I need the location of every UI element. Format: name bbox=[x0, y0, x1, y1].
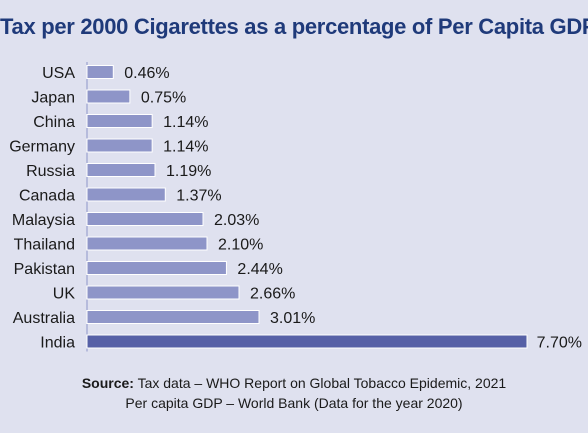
value-label: 2.44% bbox=[237, 261, 282, 278]
category-label: Australia bbox=[13, 310, 75, 327]
category-label: UK bbox=[53, 286, 76, 303]
value-label: 2.10% bbox=[218, 237, 263, 254]
bar bbox=[86, 236, 208, 251]
bar bbox=[86, 114, 153, 128]
value-label: 1.14% bbox=[163, 139, 208, 156]
bar bbox=[86, 334, 528, 349]
value-label: 0.75% bbox=[141, 90, 186, 107]
bar bbox=[86, 138, 153, 153]
bar bbox=[86, 89, 131, 104]
bar bbox=[86, 163, 156, 177]
value-label: 1.19% bbox=[166, 163, 211, 180]
chart-title: Tax per 2000 Cigarettes as a percentage … bbox=[0, 14, 588, 39]
category-label: India bbox=[40, 335, 75, 352]
bar bbox=[86, 212, 204, 226]
bar bbox=[86, 285, 240, 300]
value-label: 2.66% bbox=[250, 286, 295, 303]
value-label: 7.70% bbox=[537, 335, 582, 352]
bar bbox=[86, 187, 166, 202]
category-label: Thailand bbox=[14, 237, 75, 254]
value-label: 3.01% bbox=[270, 310, 315, 327]
bar bbox=[86, 261, 227, 275]
category-label: China bbox=[33, 114, 75, 131]
category-label: Germany bbox=[9, 139, 75, 156]
category-label: Canada bbox=[19, 188, 75, 205]
source-line-2: Per capita GDP – World Bank (Data for th… bbox=[125, 395, 463, 411]
category-label: Japan bbox=[31, 90, 75, 107]
source-label: Source: bbox=[81, 375, 134, 391]
source-line-1: Source: Tax data – WHO Report on Global … bbox=[0, 375, 588, 391]
value-label: 0.46% bbox=[124, 65, 169, 82]
category-label: Russia bbox=[26, 163, 75, 180]
bar bbox=[86, 310, 260, 324]
source-text-1: Tax data – WHO Report on Global Tobacco … bbox=[137, 375, 507, 391]
category-label: Pakistan bbox=[14, 261, 75, 278]
value-label: 1.37% bbox=[176, 188, 221, 205]
value-label: 2.03% bbox=[214, 212, 259, 229]
bar bbox=[86, 65, 114, 79]
category-label: USA bbox=[42, 65, 75, 82]
category-label: Malaysia bbox=[12, 212, 75, 229]
value-label: 1.14% bbox=[163, 114, 208, 131]
